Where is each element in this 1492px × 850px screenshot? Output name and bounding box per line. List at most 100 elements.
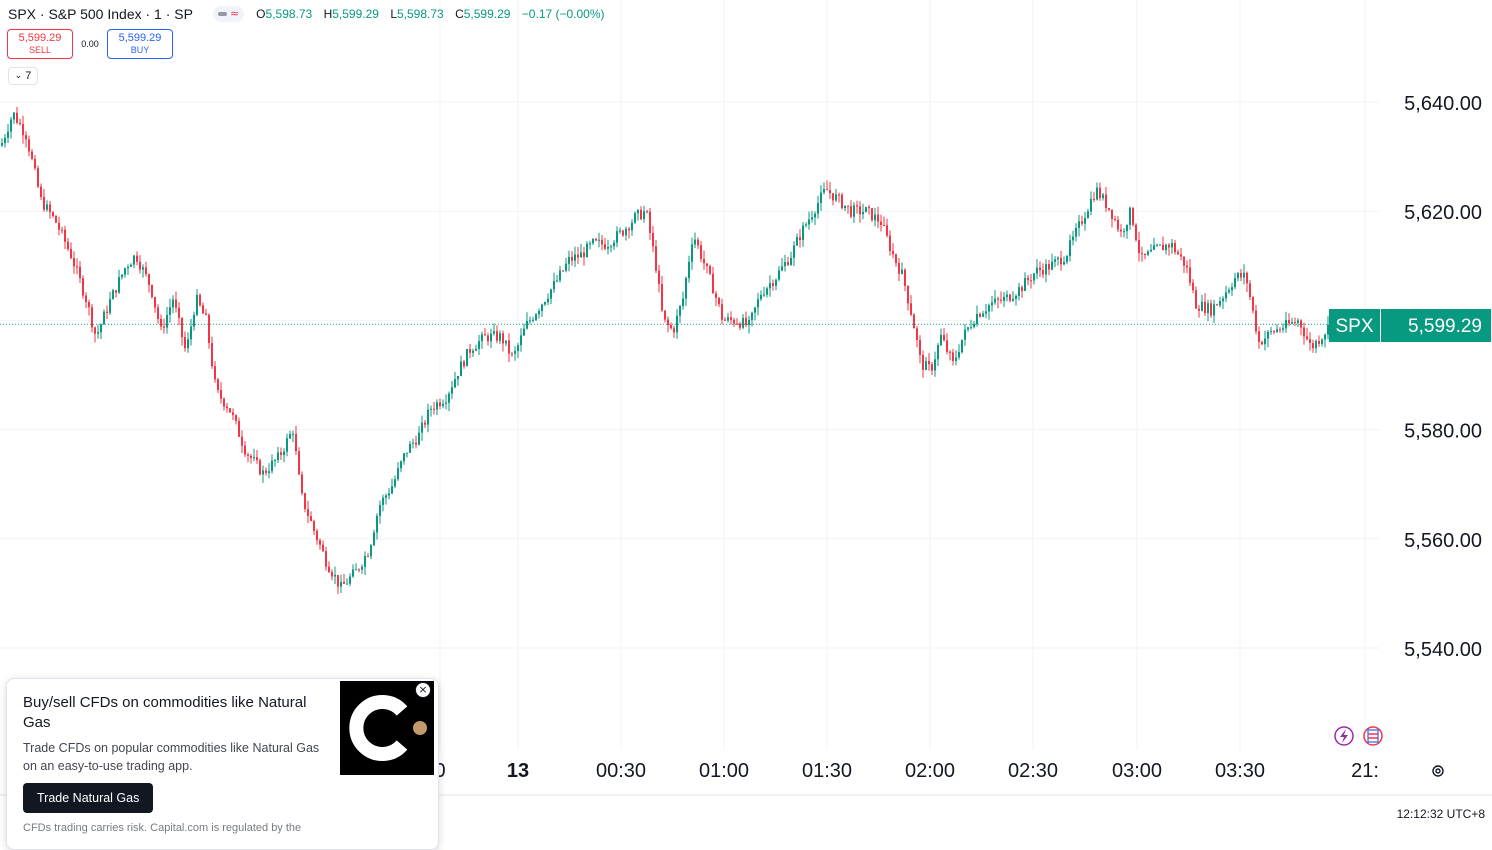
candle bbox=[1129, 206, 1131, 230]
ad-disclaimer: CFDs trading carries risk. Capital.com i… bbox=[23, 822, 302, 834]
time-tick-label: 21: bbox=[1351, 760, 1379, 782]
candle bbox=[1105, 186, 1107, 212]
candle bbox=[97, 324, 99, 339]
ad-description: Trade CFDs on popular commodities like N… bbox=[23, 741, 320, 773]
candle bbox=[826, 180, 828, 191]
candle bbox=[1225, 285, 1227, 302]
change-value: −0.17 (−0.00%) bbox=[521, 7, 605, 21]
candle bbox=[883, 216, 885, 227]
ad-cta-button[interactable]: Trade Natural Gas bbox=[23, 783, 154, 813]
candle bbox=[1279, 327, 1281, 333]
time-axis[interactable]: 0 13 00:30 01:00 01:30 02:00 02:30 03:00 03:30 21… bbox=[434, 760, 1378, 782]
candle bbox=[556, 274, 558, 283]
candle bbox=[43, 188, 45, 212]
sell-button[interactable]: 5,599.29 SELL bbox=[7, 29, 73, 59]
settings-gear-icon[interactable] bbox=[1430, 763, 1446, 779]
candle bbox=[229, 407, 231, 413]
candle bbox=[724, 317, 726, 321]
candle bbox=[754, 306, 756, 321]
price-tag-value-bg bbox=[1381, 309, 1491, 342]
candle bbox=[1261, 340, 1263, 346]
candle bbox=[607, 239, 609, 255]
lightning-icon[interactable] bbox=[1334, 726, 1354, 746]
candle bbox=[757, 292, 759, 316]
candle bbox=[1018, 282, 1020, 301]
candle bbox=[649, 207, 651, 240]
candle bbox=[1033, 272, 1035, 285]
close-value: 5,599.29 bbox=[463, 7, 511, 21]
close-icon[interactable]: × bbox=[415, 682, 431, 698]
candle bbox=[1084, 211, 1086, 231]
candle bbox=[37, 165, 39, 188]
candle bbox=[334, 566, 336, 585]
candle bbox=[445, 394, 447, 410]
candle bbox=[601, 235, 603, 251]
price-tag-symbol: SPX bbox=[1335, 316, 1373, 337]
candle bbox=[997, 296, 999, 309]
candle bbox=[919, 335, 921, 364]
candle bbox=[412, 438, 414, 449]
candle bbox=[1045, 259, 1047, 283]
candle bbox=[739, 321, 741, 331]
time-tick-label: 03:00 bbox=[1112, 760, 1162, 782]
candle bbox=[871, 208, 873, 222]
sell-price: 5,599.29 bbox=[18, 32, 62, 44]
candle bbox=[742, 313, 744, 330]
candle bbox=[667, 316, 669, 333]
chevron-down-icon: ⌄ bbox=[14, 71, 23, 81]
candle bbox=[682, 291, 684, 310]
candle bbox=[1054, 256, 1056, 268]
price-chart[interactable]: 5,540.00 5,560.00 5,580.00 5,620.00 5,640.00… bbox=[0, 0, 1492, 831]
candle bbox=[817, 195, 819, 219]
candle bbox=[1216, 303, 1218, 306]
timezone-label[interactable]: 12:12:32 UTC+8 bbox=[1397, 807, 1486, 821]
candle bbox=[1069, 234, 1071, 262]
candle bbox=[259, 458, 261, 476]
candle bbox=[1093, 191, 1095, 203]
candle bbox=[1111, 209, 1113, 228]
candle bbox=[22, 115, 24, 144]
candle bbox=[886, 218, 888, 238]
candle bbox=[1210, 299, 1212, 319]
candle bbox=[688, 255, 690, 283]
candle bbox=[1120, 224, 1122, 238]
candle bbox=[478, 334, 480, 356]
candle bbox=[400, 460, 402, 473]
candle bbox=[463, 359, 465, 369]
candle bbox=[646, 209, 648, 214]
symbol-title[interactable]: SPX · S&P 500 Index · 1 · SP bbox=[8, 6, 193, 22]
candle bbox=[49, 200, 51, 219]
indicators-toggle-button[interactable]: ⌄ 7 bbox=[8, 67, 38, 85]
candle bbox=[1186, 260, 1188, 274]
candle bbox=[304, 492, 306, 513]
candle bbox=[58, 216, 60, 236]
candle bbox=[730, 311, 732, 325]
buy-button[interactable]: 5,599.29 BUY bbox=[107, 29, 173, 59]
candle bbox=[1063, 256, 1065, 266]
events-flag-icon[interactable] bbox=[1363, 726, 1383, 746]
candle bbox=[148, 273, 150, 293]
candle bbox=[922, 350, 924, 378]
candle bbox=[877, 206, 879, 229]
candle bbox=[532, 316, 534, 323]
candle bbox=[787, 256, 789, 267]
candle bbox=[1270, 327, 1272, 336]
status-pill[interactable]: ≈ bbox=[212, 6, 245, 22]
candle bbox=[937, 342, 939, 367]
candle bbox=[490, 328, 492, 348]
price-tick-label: 5,540.00 bbox=[1404, 639, 1482, 661]
candle bbox=[1189, 259, 1191, 287]
candle bbox=[61, 226, 63, 234]
candle bbox=[205, 309, 207, 316]
candle bbox=[553, 272, 555, 293]
candle bbox=[577, 246, 579, 264]
ad-banner[interactable]: Buy/sell CFDs on commodities like Natura… bbox=[6, 678, 439, 850]
candle bbox=[418, 425, 420, 446]
candle bbox=[1081, 215, 1083, 226]
candle bbox=[1003, 291, 1005, 307]
candle bbox=[901, 262, 903, 275]
candle bbox=[436, 399, 438, 416]
candle bbox=[262, 465, 264, 483]
price-axis[interactable]: 5,540.00 5,560.00 5,580.00 5,620.00 5,640.00 bbox=[1404, 93, 1482, 661]
low-value: 5,598.73 bbox=[397, 7, 444, 21]
